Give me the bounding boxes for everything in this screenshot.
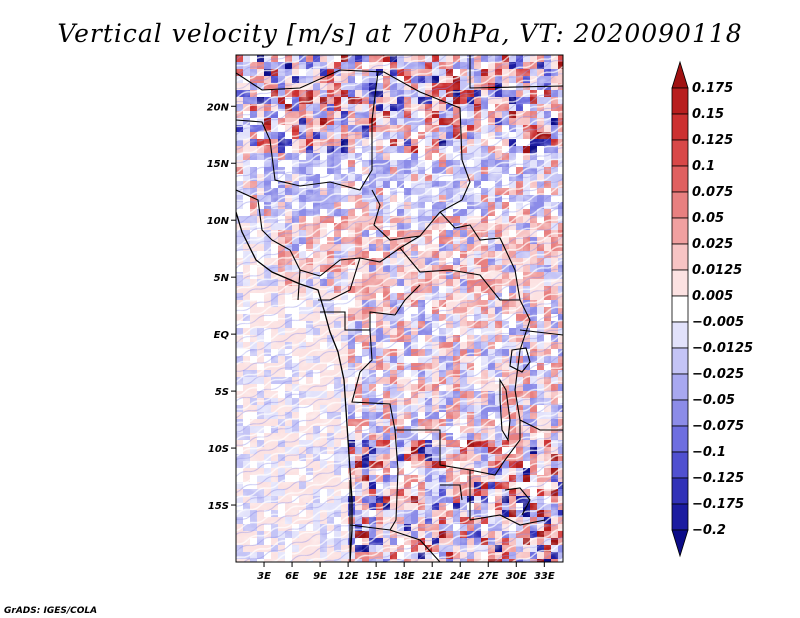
- colorbar-segment: [671, 139, 689, 167]
- x-tick-label: 33E: [534, 571, 555, 582]
- chart-title: Vertical velocity [m/s] at 700hPa, VT: 2…: [57, 19, 742, 48]
- x-tick-label: 12E: [338, 571, 359, 582]
- colorbar: 0.175 0.15 0.125 0.1 0.075 0.05 0.025 0.0125 0.0…: [671, 60, 753, 558]
- x-tick-label: 21E: [422, 571, 443, 582]
- colorbar-label: −0.2: [692, 523, 726, 538]
- y-tick-label: 10S: [208, 444, 229, 455]
- y-tick-label: EQ: [214, 330, 230, 341]
- x-tick-label: 27E: [478, 571, 499, 582]
- y-tick-label: 5S: [215, 387, 229, 398]
- colorbar-label: −0.075: [692, 419, 744, 434]
- colorbar-segment: [671, 87, 689, 115]
- colorbar-label: −0.175: [692, 497, 744, 512]
- y-axis: 20N 15N 10N 5N EQ 5S 10S 15S: [207, 102, 236, 512]
- colorbar-segment: [671, 269, 689, 297]
- lake-tanganyika: [499, 378, 511, 442]
- colorbar-segment: [671, 191, 689, 219]
- colorbar-label: −0.025: [692, 367, 744, 382]
- x-tick-label: 30E: [506, 571, 527, 582]
- colorbar-label: 0.125: [692, 133, 733, 148]
- colorbar-label: −0.0125: [692, 341, 753, 356]
- colorbar-segment: [671, 347, 689, 375]
- map-frame: [235, 54, 564, 563]
- x-tick-label: 9E: [313, 571, 327, 582]
- coastline: [236, 211, 353, 562]
- colorbar-top-arrow: [671, 60, 689, 89]
- grads-credit: GrADS: IGES/COLA: [4, 606, 97, 616]
- colorbar-label: 0.15: [692, 107, 724, 122]
- y-tick-label: 15S: [208, 501, 229, 512]
- colorbar-segment: [671, 425, 689, 453]
- x-tick-label: 18E: [394, 571, 415, 582]
- colorbar-label: −0.05: [692, 393, 735, 408]
- colorbar-bottom-arrow: [671, 529, 689, 558]
- y-tick-label: 20N: [207, 102, 230, 113]
- x-tick-label: 6E: [285, 571, 299, 582]
- colorbar-label: −0.005: [692, 315, 744, 330]
- colorbar-segment: [671, 451, 689, 479]
- colorbar-segment: [671, 295, 689, 323]
- map-plot-area: [236, 55, 563, 562]
- colorbar-label: 0.025: [692, 237, 733, 252]
- colorbar-segment: [671, 217, 689, 245]
- colorbar-segment: [671, 113, 689, 141]
- colorbar-label: 0.0125: [692, 263, 742, 278]
- colorbar-segment: [671, 477, 689, 505]
- colorbar-segment: [671, 165, 689, 193]
- country-borders: [236, 55, 563, 562]
- colorbar-label: −0.125: [692, 471, 744, 486]
- y-tick-label: 10N: [207, 216, 230, 227]
- colorbar-label: 0.005: [692, 289, 733, 304]
- x-axis: 3E 6E 9E 12E 15E 18E 21E 24E 27E 30E 33E: [257, 562, 555, 582]
- colorbar-segment: [671, 373, 689, 401]
- x-tick-label: 15E: [366, 571, 387, 582]
- colorbar-segment: [671, 243, 689, 271]
- colorbar-label: 0.1: [692, 159, 715, 174]
- colorbar-label: 0.075: [692, 185, 733, 200]
- colorbar-segment: [671, 321, 689, 349]
- colorbar-label: −0.1: [692, 445, 726, 460]
- colorbar-label: 0.175: [692, 81, 733, 96]
- y-tick-label: 15N: [207, 159, 230, 170]
- y-tick-label: 5N: [214, 273, 230, 284]
- colorbar-label: 0.05: [692, 211, 724, 226]
- colorbar-segment: [671, 399, 689, 427]
- colorbar-segment: [671, 503, 689, 531]
- lake-victoria: [509, 347, 531, 373]
- x-tick-label: 24E: [450, 571, 471, 582]
- x-tick-label: 3E: [257, 571, 271, 582]
